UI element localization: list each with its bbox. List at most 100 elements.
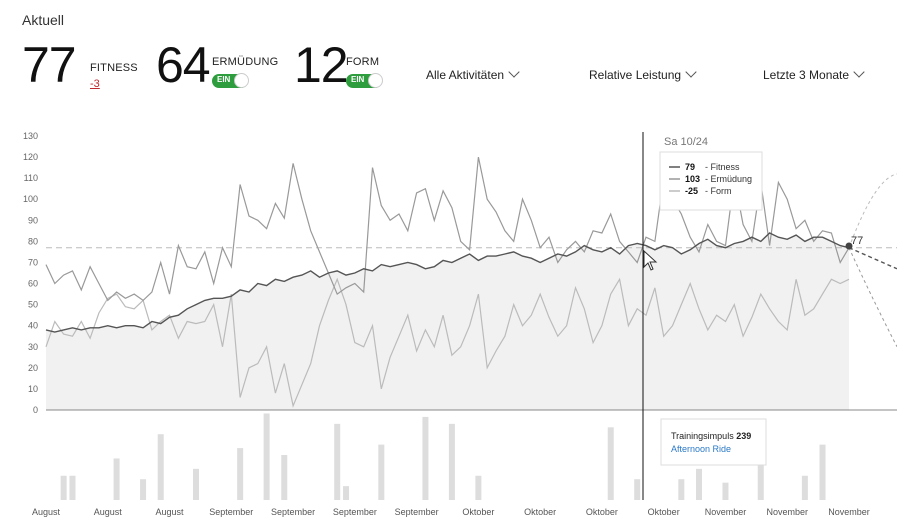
impulse-bar[interactable]	[422, 416, 429, 500]
y-tick-label: 80	[28, 236, 38, 246]
performance-dropdown-label: Relative Leistung	[589, 68, 682, 82]
y-tick-label: 90	[28, 215, 38, 225]
y-axis: 0 10 20 30 40 50 60 70 80 90 100 110 120 130	[23, 131, 38, 415]
impulse-bar[interactable]	[334, 423, 341, 500]
impulse-bar[interactable]	[695, 468, 702, 500]
fatigue-label: ERMÜDUNG	[212, 56, 279, 68]
form-toggle[interactable]: EIN	[346, 73, 383, 88]
x-tick-label: August	[32, 507, 61, 517]
projection	[848, 173, 897, 347]
toggle-knob	[234, 73, 249, 88]
x-axis: August August August September September Sept…	[32, 507, 870, 517]
impulse-bar[interactable]	[757, 451, 764, 500]
fitness-area-fill	[46, 233, 849, 410]
impulse-bar[interactable]	[60, 475, 67, 500]
impulse-bar[interactable]	[193, 468, 200, 500]
fitness-label: FITNESS	[90, 62, 138, 74]
tooltip-fitness-label: - Fitness	[705, 162, 740, 172]
fitness-line	[45, 232, 850, 333]
y-tick-label: 10	[28, 384, 38, 394]
series-lines	[45, 156, 850, 408]
projection-upper	[848, 173, 897, 248]
y-tick-label: 120	[23, 152, 38, 162]
impulse-activity-link[interactable]: Afternoon Ride	[671, 444, 731, 454]
y-tick-label: 20	[28, 363, 38, 373]
range-dropdown[interactable]: Letzte 3 Monate	[763, 66, 865, 82]
impulse-bar[interactable]	[157, 434, 164, 500]
tooltip-fatigue-label: - Ermüdung	[705, 174, 752, 184]
fatigue-line	[45, 156, 850, 302]
fatigue-metric: 64 ERMÜDUNG EIN	[156, 37, 278, 93]
impulse-bar[interactable]	[378, 444, 385, 500]
y-tick-label: 40	[28, 321, 38, 331]
x-tick-label: November	[828, 507, 870, 517]
fatigue-toggle[interactable]: EIN	[212, 73, 249, 88]
tooltip-fatigue-value: 103	[685, 174, 700, 184]
x-tick-label: September	[209, 507, 253, 517]
fitness-projection-line	[848, 247, 897, 270]
x-tick-label: Oktober	[524, 507, 556, 517]
impulse-bar[interactable]	[237, 448, 244, 500]
y-tick-label: 50	[28, 300, 38, 310]
form-line	[45, 277, 850, 408]
current-fitness-dot	[845, 242, 853, 250]
impulse-bars	[60, 413, 826, 500]
tooltip-fitness-value: 79	[685, 162, 695, 172]
impulse-bar[interactable]	[281, 455, 288, 500]
impulse-bar[interactable]	[634, 479, 641, 500]
impulse-bar[interactable]	[343, 486, 350, 500]
fatigue-value: 64	[156, 37, 211, 93]
tooltip-form-label: - Form	[705, 186, 732, 196]
x-tick-label: September	[333, 507, 377, 517]
cursor-tooltip	[659, 151, 763, 211]
impulse-bar[interactable]	[819, 444, 826, 500]
fitness-value: 77	[22, 37, 77, 93]
impulse-bar[interactable]	[263, 413, 270, 500]
form-value: 12	[294, 37, 349, 93]
x-tick-label: November	[766, 507, 808, 517]
range-dropdown-label: Letzte 3 Monate	[763, 68, 850, 82]
y-tick-label: 130	[23, 131, 38, 141]
tooltip-form-value: -25	[685, 186, 698, 196]
fatigue-toggle-label: EIN	[217, 75, 231, 84]
x-tick-label: September	[395, 507, 439, 517]
x-tick-label: Oktober	[648, 507, 680, 517]
impulse-bar[interactable]	[113, 458, 120, 500]
activities-dropdown-label: Alle Aktivitäten	[426, 68, 505, 82]
form-metric: 12 FORM EIN	[294, 37, 383, 93]
impulse-bar[interactable]	[722, 482, 729, 500]
fitness-delta-link[interactable]: -3	[90, 78, 100, 90]
impulse-bar[interactable]	[678, 479, 685, 500]
impulse-bar[interactable]	[475, 475, 482, 500]
impulse-bar[interactable]	[140, 479, 147, 500]
form-toggle-label: EIN	[351, 75, 365, 84]
x-tick-label: Oktober	[462, 507, 494, 517]
toggle-knob	[368, 73, 383, 88]
impulse-bar[interactable]	[69, 475, 76, 500]
x-tick-label: Oktober	[586, 507, 618, 517]
x-tick-label: August	[94, 507, 123, 517]
x-tick-label: September	[271, 507, 315, 517]
cursor-date: Sa 10/24	[664, 136, 708, 148]
performance-dropdown[interactable]: Relative Leistung	[589, 66, 697, 82]
fitness-area	[46, 233, 849, 410]
fitness-metric: 77 FITNESS -3	[22, 37, 138, 93]
y-tick-label: 110	[24, 173, 38, 183]
form-label: FORM	[346, 56, 380, 68]
impulse-tooltip	[660, 418, 767, 466]
mouse-pointer-icon	[643, 249, 658, 271]
projection-lower	[848, 247, 897, 347]
impulse-bar[interactable]	[607, 427, 614, 500]
y-tick-label: 0	[33, 405, 38, 415]
impulse-bar[interactable]	[801, 475, 808, 500]
y-tick-label: 70	[28, 257, 38, 267]
x-tick-label: August	[156, 507, 185, 517]
page-title: Aktuell	[22, 12, 65, 28]
y-tick-label: 30	[28, 342, 38, 352]
current-fitness-label: 77	[851, 235, 863, 247]
impulse-tooltip-label: Trainingsimpuls 239	[671, 431, 751, 441]
impulse-bar[interactable]	[448, 423, 455, 500]
activities-dropdown[interactable]: Alle Aktivitäten	[426, 66, 520, 82]
y-tick-label: 100	[23, 194, 38, 204]
